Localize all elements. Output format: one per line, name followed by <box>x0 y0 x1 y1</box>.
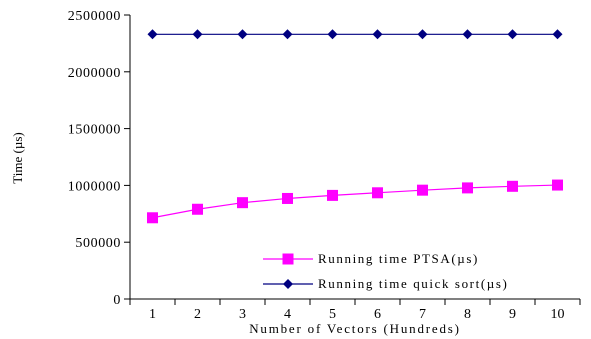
x-axis: 1 2 3 4 5 6 7 8 9 10 <box>129 298 581 322</box>
x-tick-label: 8 <box>464 307 471 322</box>
y-tick-label: 2500000 <box>68 9 121 24</box>
series-1 <box>147 179 563 224</box>
series-layer <box>147 29 563 224</box>
legend-label: Running time quick sort(µs) <box>318 276 508 291</box>
x-tick-label: 10 <box>551 307 565 322</box>
x-tick-label: 6 <box>374 307 381 322</box>
data-point <box>282 29 293 40</box>
data-point <box>372 187 383 199</box>
x-axis-title: Number of Vectors (Hundreds) <box>249 321 461 336</box>
y-axis-title: Time (µs) <box>10 132 25 183</box>
data-point <box>507 180 518 192</box>
series-2 <box>147 29 563 40</box>
x-tick-label: 4 <box>284 307 291 322</box>
data-point <box>192 203 203 215</box>
data-point <box>417 29 428 40</box>
data-point <box>282 192 293 204</box>
data-point <box>462 29 473 40</box>
legend-label: Running time PTSA(µs) <box>318 251 479 266</box>
data-point <box>237 29 248 40</box>
data-point <box>327 29 338 40</box>
data-point <box>552 179 563 191</box>
x-tick-label: 9 <box>509 307 516 322</box>
legend: Running time PTSA(µs) Running time quick … <box>263 251 508 291</box>
legend-marker <box>283 279 293 289</box>
series-line <box>152 184 558 219</box>
y-tick-label: 1000000 <box>68 179 121 194</box>
y-axis: 0 500000 1000000 1500000 2000000 2500000 <box>68 9 131 308</box>
data-point <box>507 29 518 40</box>
legend-item-1: Running time PTSA(µs) <box>263 251 479 266</box>
data-point <box>237 197 248 209</box>
x-tick-label: 3 <box>239 307 246 322</box>
x-tick-label: 1 <box>149 307 156 322</box>
data-point <box>462 182 473 194</box>
y-tick-label: 1500000 <box>68 123 121 138</box>
x-tick-label: 7 <box>419 307 426 322</box>
x-tick-label: 2 <box>194 307 201 322</box>
data-point <box>327 189 338 201</box>
data-point <box>552 29 563 40</box>
data-point <box>192 29 203 40</box>
legend-item-2: Running time quick sort(µs) <box>263 276 508 291</box>
legend-marker <box>282 253 294 265</box>
x-tick-label: 5 <box>329 307 336 322</box>
y-tick-label: 500000 <box>75 236 121 251</box>
data-point <box>147 29 158 40</box>
y-tick-label: 2000000 <box>68 66 121 81</box>
y-tick-label: 0 <box>113 293 121 308</box>
data-point <box>417 184 428 196</box>
data-point <box>147 212 158 224</box>
data-point <box>372 29 383 40</box>
